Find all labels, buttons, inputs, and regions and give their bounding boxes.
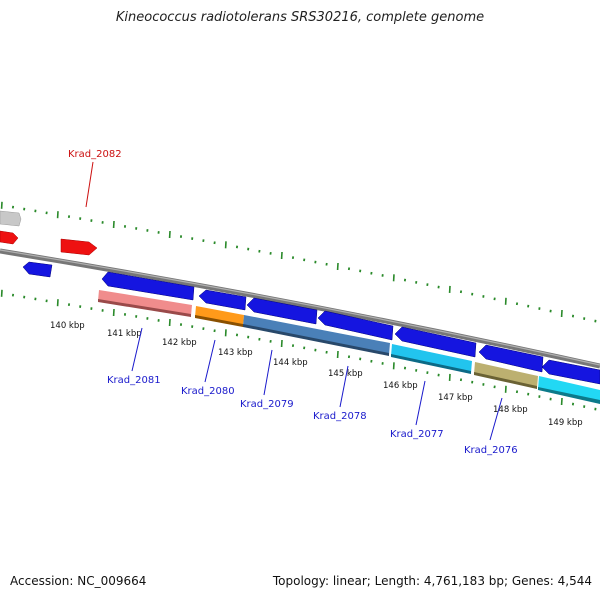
kbp-label-143: 143 kbp (218, 348, 253, 358)
kbp-label-149: 149 kbp (548, 418, 583, 428)
gene-label-krad-2081[interactable]: Krad_2081 (107, 375, 161, 386)
lower-tick-row (0, 289, 597, 411)
gene-grey-left[interactable] (0, 210, 22, 227)
feature-bar-krad-2077-shade (391, 354, 471, 374)
feature-bar-krad-2076[interactable] (474, 362, 538, 388)
feature-bar-krad-2076-shade (474, 372, 537, 389)
gene-krad-2076[interactable] (478, 344, 544, 373)
feature-bar-krad-2079[interactable] (243, 315, 390, 355)
kbp-label-145: 145 kbp (328, 369, 363, 379)
feature-bar-krad-2081-shade (98, 299, 191, 317)
feature-bars (98, 290, 600, 404)
gene-label-krad-2078[interactable]: Krad_2078 (313, 411, 367, 422)
gene-label-krad-2076[interactable]: Krad_2076 (464, 445, 518, 456)
leader-krad-2077 (415, 380, 426, 426)
gene-krad-2078[interactable] (317, 310, 394, 341)
kbp-label-141: 141 kbp (107, 329, 142, 339)
gene-krad-2077[interactable] (394, 326, 477, 358)
gene-red-left[interactable] (0, 230, 19, 245)
gene-label-krad-2080[interactable]: Krad_2080 (181, 386, 235, 397)
gene-krad-2081[interactable] (101, 271, 195, 301)
kbp-label-144: 144 kbp (273, 358, 308, 368)
gene-label-krad-2077[interactable]: Krad_2077 (390, 429, 444, 440)
upper-tick-row (0, 201, 597, 323)
genome-backbone (0, 248, 600, 369)
reverse-strand-genes (22, 261, 600, 385)
label-leader-lines (85, 161, 503, 441)
gene-krad-2080[interactable] (198, 289, 247, 311)
kbp-label-148: 148 kbp (493, 405, 528, 415)
leader-krad-2079 (263, 349, 273, 396)
gene-blue-small[interactable] (22, 261, 53, 278)
gene-label-krad-2082[interactable]: Krad_2082 (68, 149, 122, 160)
gene-label-group: Krad_2082 Krad_2081 Krad_2080 Krad_2079 … (68, 149, 518, 456)
gene-krad-2082[interactable] (60, 238, 98, 256)
kbp-label-146: 146 kbp (383, 381, 418, 391)
map-title: Kineococcus radiotolerans SRS30216, comp… (115, 10, 485, 25)
feature-bar-krad-2080-shade (195, 315, 243, 327)
leader-krad-2080 (204, 339, 216, 383)
feature-bar-next-shade (538, 387, 600, 404)
forward-strand-features (0, 210, 98, 256)
accession-text: Accession: NC_009664 (10, 574, 147, 588)
kbp-label-147: 147 kbp (438, 393, 473, 403)
kbp-label-140: 140 kbp (50, 321, 85, 331)
genome-summary-text: Topology: linear; Length: 4,761,183 bp; … (272, 574, 592, 588)
feature-bar-krad-2079-shade (243, 324, 389, 356)
gene-label-krad-2079[interactable]: Krad_2079 (240, 399, 294, 410)
leader-krad-2081 (131, 327, 143, 372)
feature-bar-krad-2081[interactable] (98, 290, 192, 316)
feature-bar-krad-2077[interactable] (391, 344, 472, 373)
backbone-line (0, 248, 600, 369)
leader-krad-2076 (489, 397, 503, 441)
leader-krad-2082 (85, 161, 94, 208)
kbp-label-142: 142 kbp (162, 338, 197, 348)
kbp-label-group: 140 kbp 141 kbp 142 kbp 143 kbp 144 kbp … (50, 321, 583, 428)
feature-bar-krad-2080[interactable] (195, 306, 244, 326)
gene-next-blue[interactable] (541, 359, 600, 385)
gene-krad-2079[interactable] (246, 297, 318, 325)
leader-krad-2078 (339, 365, 349, 408)
backbone-highlight (0, 249, 600, 366)
feature-bar-next[interactable] (538, 376, 600, 403)
